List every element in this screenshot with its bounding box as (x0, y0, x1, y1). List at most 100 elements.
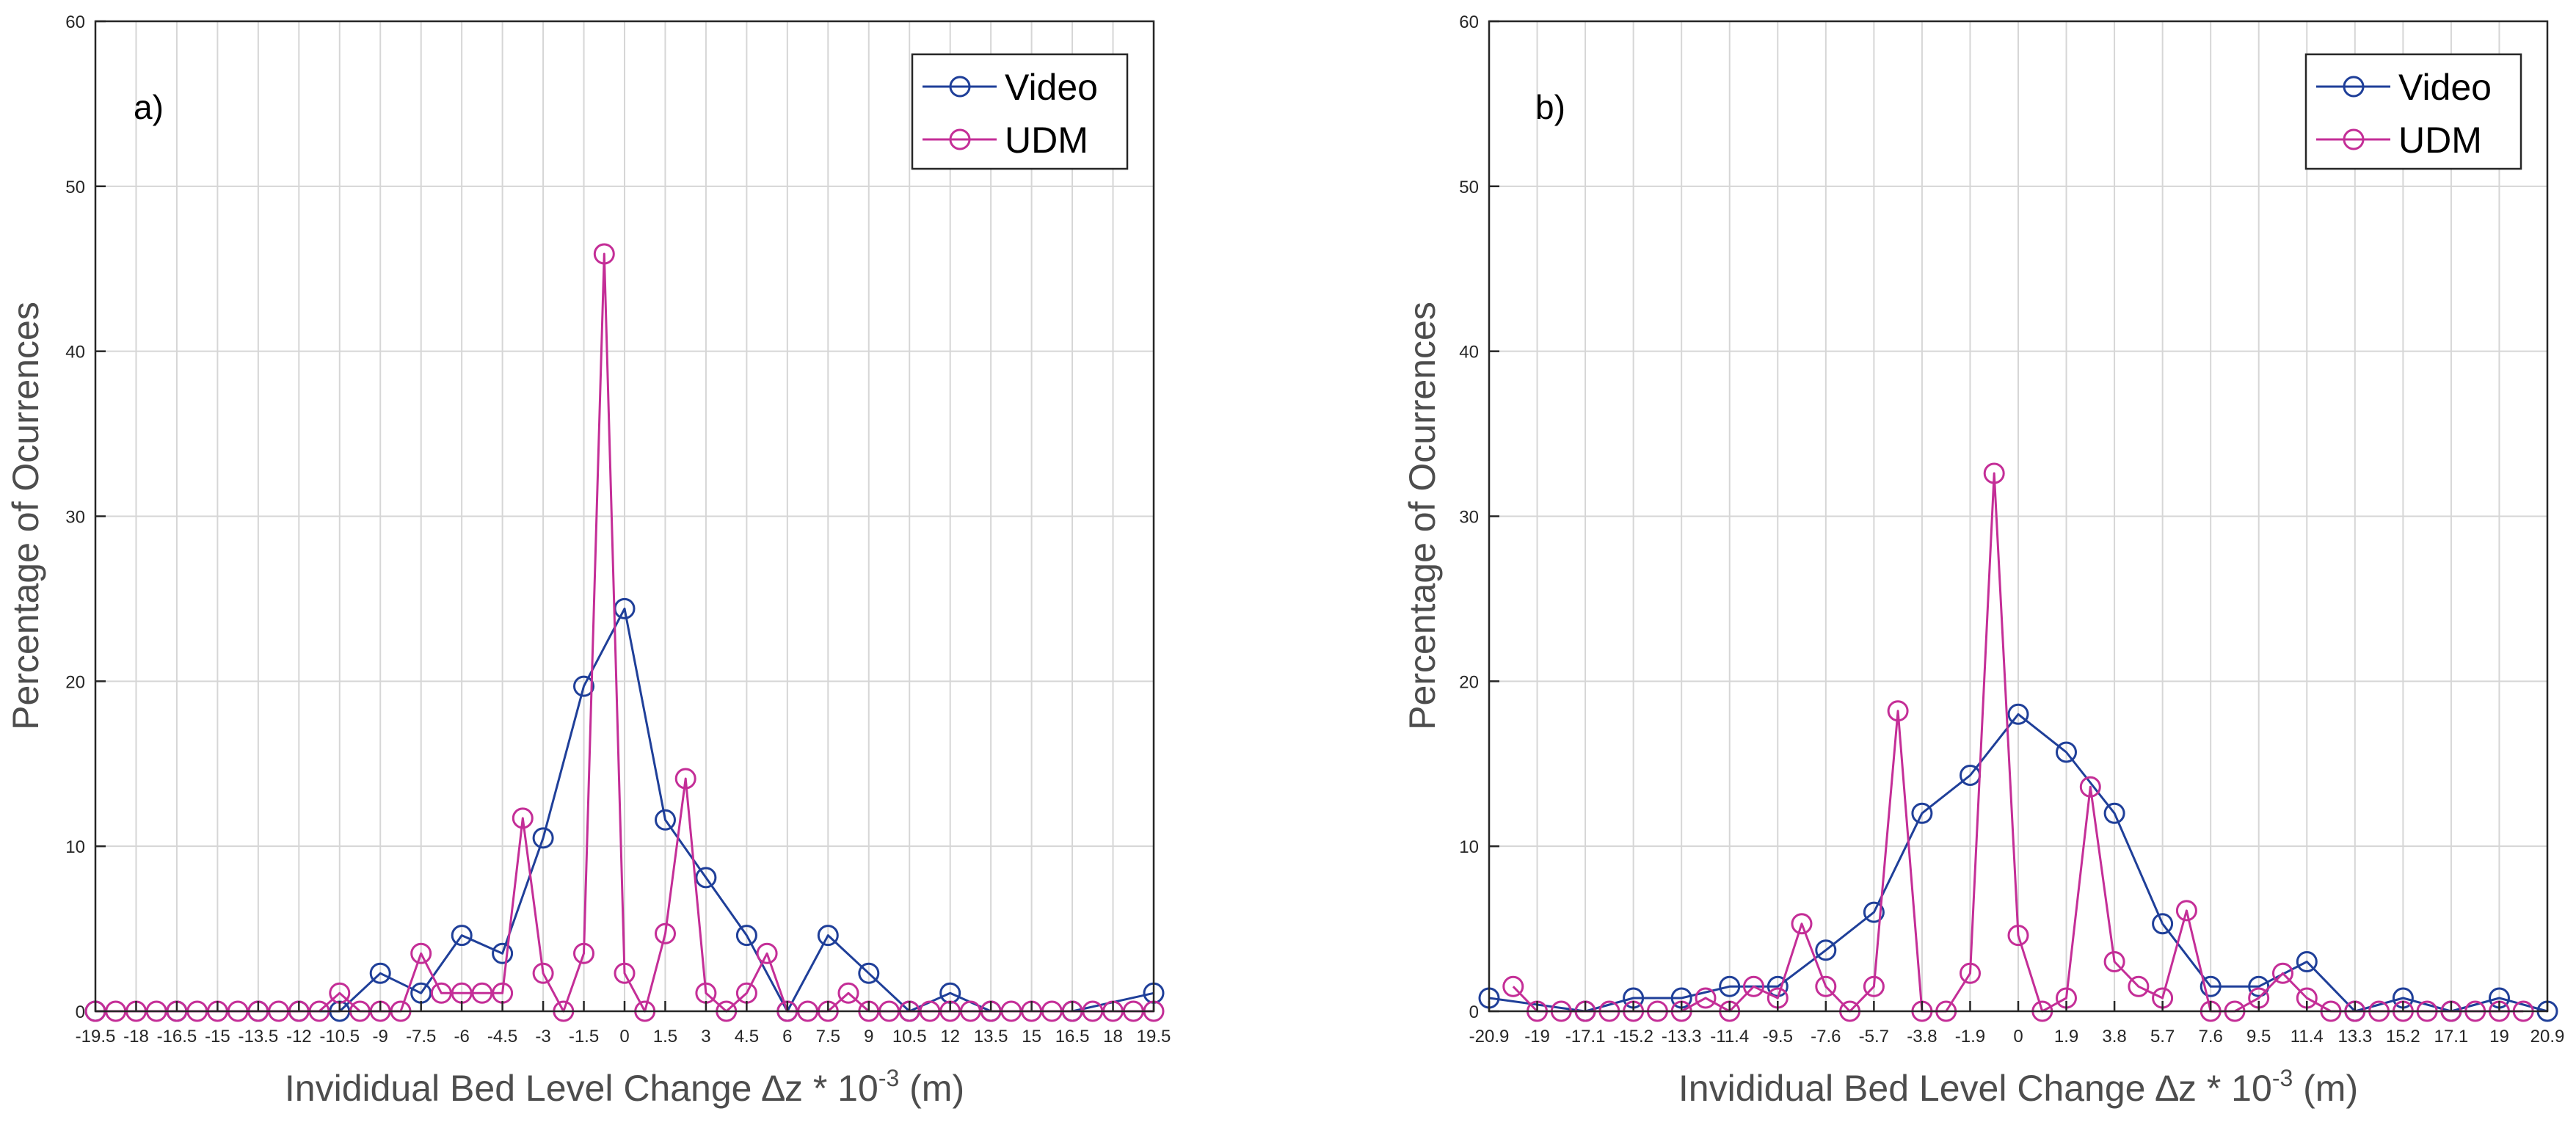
x-tick-label: -17.1 (1565, 1027, 1606, 1046)
x-tick-label: -3 (535, 1027, 550, 1046)
data-point-video (1863, 901, 1885, 923)
x-tick-label: 12 (940, 1027, 960, 1046)
x-tick-label: 20.9 (2530, 1027, 2565, 1046)
x-tick-label: -20.9 (1469, 1027, 1510, 1046)
data-point-video (2152, 913, 2174, 935)
x-tick-label: 9.5 (2246, 1027, 2271, 1046)
x-tick-label: 15 (1022, 1027, 1041, 1046)
data-point-video (2248, 975, 2270, 997)
x-axis-label-main: Invididual Bed Level Change ∆z * 10 (1678, 1068, 2272, 1109)
data-point-udm (1791, 913, 1813, 935)
data-point-udm (1815, 975, 1837, 997)
data-point-udm (2272, 962, 2293, 984)
data-point-udm (532, 962, 554, 984)
x-axis-label: Invididual Bed Level Change ∆z * 10-3 (m… (285, 1065, 964, 1109)
data-point-udm (1695, 987, 1717, 1009)
data-point-video (817, 925, 839, 947)
legend-label-udm: UDM (2398, 120, 2482, 161)
x-tick-label: 15.2 (2386, 1027, 2420, 1046)
x-tick-label: 17.1 (2434, 1027, 2469, 1046)
legend-box (911, 53, 1129, 170)
y-tick-label: 60 (65, 12, 85, 32)
y-tick-label: 40 (1459, 343, 1479, 363)
x-tick-label: -3.8 (1907, 1027, 1937, 1046)
data-point-udm (2175, 900, 2197, 922)
data-point-udm (837, 982, 859, 1004)
x-tick-label: 13.5 (974, 1027, 1008, 1046)
x-tick-label: -16.5 (157, 1027, 197, 1046)
data-point-udm (2079, 776, 2101, 798)
data-point-udm (1960, 962, 1981, 984)
data-point-udm (2128, 975, 2150, 997)
x-tick-label: 5.7 (2150, 1027, 2175, 1046)
x-tick-label: 19 (2489, 1027, 2509, 1046)
x-tick-label: 7.5 (816, 1027, 840, 1046)
y-tick-label: 0 (1469, 1002, 1479, 1022)
data-point-udm (593, 243, 615, 265)
x-axis-label-unit: (m) (899, 1068, 964, 1109)
data-point-video (2296, 951, 2318, 972)
y-tick-label: 30 (65, 508, 85, 528)
x-tick-label: -15.2 (1613, 1027, 1653, 1046)
x-tick-label: 13.3 (2337, 1027, 2372, 1046)
x-tick-label: 3.8 (2102, 1027, 2126, 1046)
x-axis-label: Invididual Bed Level Change ∆z * 10-3 (m… (1678, 1065, 2358, 1109)
y-tick-label: 20 (65, 672, 85, 692)
y-tick-label: 10 (65, 837, 85, 857)
x-tick-label: -15 (205, 1027, 230, 1046)
series-line-video (1488, 713, 2548, 1013)
data-point-video (655, 809, 676, 831)
panel-label: b) (1535, 88, 1565, 126)
legend-label-udm: UDM (1005, 120, 1088, 161)
y-tick-label: 30 (1459, 508, 1479, 528)
x-axis-label-main: Invididual Bed Level Change ∆z * 10 (285, 1068, 878, 1109)
x-tick-label: -9 (373, 1027, 388, 1046)
x-tick-label: 6 (782, 1027, 792, 1046)
chart-panel-a: -19.5 -18 -16.5 -15 -13.5 -12 -10.5 -9 -7.5 -6 -4.… (5, 12, 1171, 1109)
data-point-udm (512, 807, 534, 829)
data-point-udm (655, 922, 676, 944)
x-tick-label: -13.5 (238, 1027, 278, 1046)
x-tick-label: 16.5 (1055, 1027, 1090, 1046)
data-point-udm (2007, 925, 2029, 947)
data-point-video (1815, 939, 1837, 961)
data-point-video (451, 925, 473, 947)
data-point-video (2056, 741, 2077, 763)
data-point-video (2007, 703, 2029, 725)
legend-marker-udm (2343, 128, 2365, 150)
legend-marker-udm (949, 128, 971, 150)
data-point-udm (1502, 975, 1524, 997)
data-point-udm (614, 962, 636, 984)
data-point-udm (1863, 975, 1885, 997)
data-point-video (532, 827, 554, 849)
grid (95, 21, 1154, 1012)
axis-ticks: -20.9 -19 -17.1 -15.2 -13.3 -11.4 -9.5 -7.6 -5.7… (1459, 12, 2564, 1046)
chart-panel-b: -20.9 -19 -17.1 -15.2 -13.3 -11.4 -9.5 -7.6 -5.7… (1402, 12, 2564, 1109)
data-point-udm (2103, 951, 2125, 972)
grid (1488, 21, 2548, 1012)
y-axis-label: Percentage of Ocurrences (1402, 302, 1443, 730)
x-tick-label: -9.5 (1763, 1027, 1793, 1046)
x-axis-label-unit: (m) (2293, 1068, 2358, 1109)
axis-ticks: -19.5 -18 -16.5 -15 -13.5 -12 -10.5 -9 -7.5 -6 -4.… (65, 12, 1171, 1046)
y-tick-label: 0 (76, 1002, 85, 1022)
x-tick-label: 4.5 (735, 1027, 759, 1046)
data-point-video (2103, 802, 2125, 824)
y-tick-label: 50 (1459, 178, 1479, 197)
data-point-video (2200, 975, 2222, 997)
legend-box (2304, 53, 2522, 170)
data-point-video (1719, 975, 1741, 997)
x-tick-label: -1.5 (569, 1027, 599, 1046)
x-tick-label: -18 (123, 1027, 149, 1046)
legend: Video UDM (2304, 53, 2522, 170)
x-tick-label: 0 (2013, 1027, 2023, 1046)
x-tick-label: -1.9 (1955, 1027, 1985, 1046)
x-tick-label: -6 (454, 1027, 469, 1046)
legend: Video UDM (911, 53, 1129, 170)
data-point-udm (674, 768, 696, 790)
x-axis-label-exponent: -3 (878, 1065, 899, 1091)
data-point-video (1911, 802, 1933, 824)
data-point-udm (1743, 975, 1764, 997)
legend-label-video: Video (2398, 67, 2492, 108)
